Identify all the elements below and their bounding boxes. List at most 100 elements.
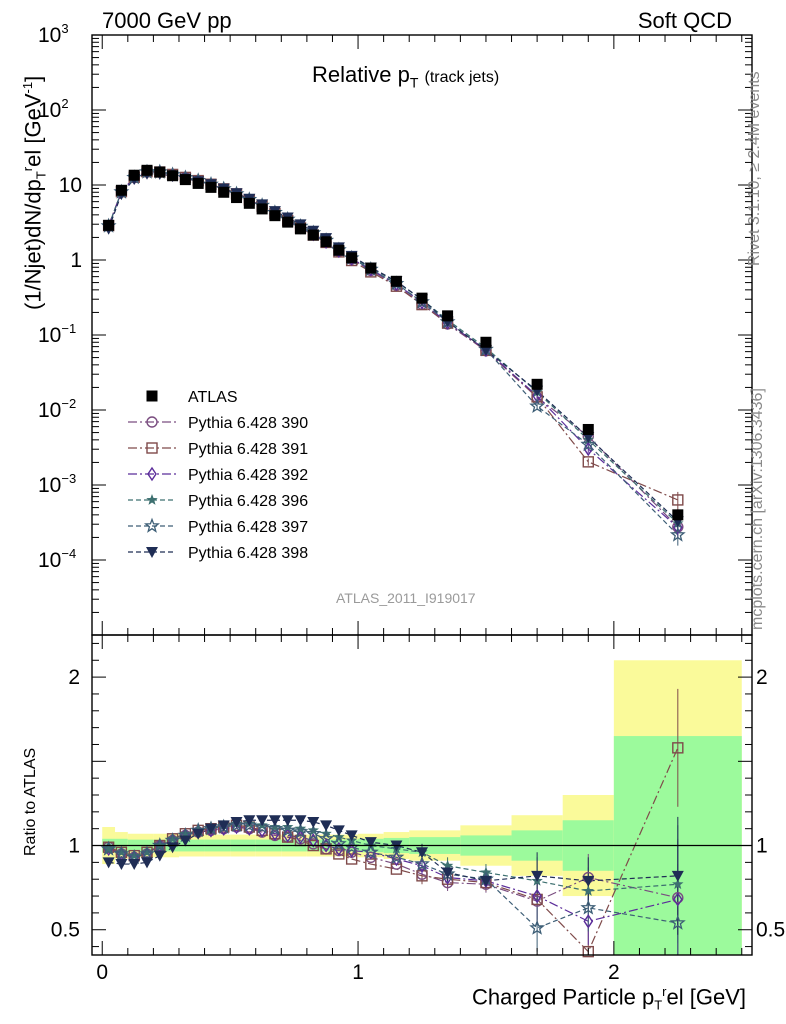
ratio-point-p396 <box>166 832 179 844</box>
main-point-data <box>282 216 294 228</box>
ratio-point-p397 <box>529 919 546 935</box>
x-label-tail: el [GeV] <box>666 984 746 1010</box>
main-ytick-exp: −1 <box>61 321 76 336</box>
x-label-sup: r <box>662 984 667 999</box>
legend-marker-p396 <box>146 494 158 505</box>
ratio-point-p391 <box>345 853 358 865</box>
legend-marker-p397 <box>144 517 160 533</box>
main-point-data <box>256 203 268 215</box>
ratio-point-p392 <box>672 892 683 907</box>
legend-marker-p398 <box>146 547 158 558</box>
main-point-data <box>179 174 191 186</box>
main-point-data <box>531 378 543 390</box>
main-point-data <box>416 292 428 304</box>
ratio-point-p396 <box>141 846 153 858</box>
ratio-point-p398 <box>217 820 230 832</box>
legend-label-p396: Pythia 6.428 396 <box>188 493 308 510</box>
main-point-data <box>128 169 140 181</box>
main-point-data <box>103 219 115 231</box>
ratio-line-p391 <box>108 747 679 953</box>
ratio-point-p396 <box>179 827 192 839</box>
main-point-data <box>269 210 281 222</box>
legend-label-p398: Pythia 6.428 398 <box>188 545 308 562</box>
main-ylabel-close: ] <box>20 75 46 82</box>
main-point-data <box>442 310 454 322</box>
ratio-point-p397 <box>580 899 597 915</box>
analysis-watermark: ATLAS_2011_I919017 <box>336 590 476 606</box>
legend-marker-data <box>146 390 158 402</box>
legend-label-p397: Pythia 6.428 397 <box>188 519 308 536</box>
rivet-note: Rivet 3.1.10, ≥ 2.4M events <box>746 71 763 266</box>
ratio-point-p398 <box>179 835 192 847</box>
ratio-point-p397 <box>414 855 430 871</box>
ratio-point-p391 <box>531 893 543 906</box>
main-ytick-label: 1 <box>70 249 82 272</box>
ratio-point-p398 <box>281 815 294 827</box>
ratio-point-p396 <box>269 821 281 832</box>
legend-label-p392: Pythia 6.428 392 <box>188 467 308 484</box>
main-title: Relative pT (track jets) <box>312 62 499 90</box>
ratio-ytick-label-right: 2 <box>756 666 768 689</box>
ratio-point-p392 <box>391 851 402 867</box>
main-point-data <box>672 509 684 521</box>
legend-label-p391: Pythia 6.428 391 <box>188 441 308 458</box>
legend-marker-p390 <box>146 416 158 428</box>
ratio-point-p397 <box>292 823 309 839</box>
ratio-point-p397 <box>241 816 258 833</box>
energy-label: 7000 GeV pp <box>102 8 232 33</box>
main-ylabel-tail: el [GeV <box>20 93 46 167</box>
x-label-sub: T <box>654 997 663 1013</box>
x-tick-label: 2 <box>608 961 620 984</box>
ratio-point-p397 <box>151 837 168 853</box>
ratio-ytick-label-left: 2 <box>68 666 80 689</box>
mcplots-note: mcplots.cern.ch [arXiv:1306.3436] <box>749 388 766 630</box>
ratio-point-p398 <box>294 815 307 827</box>
ratio-ytick-label-left: 0.5 <box>51 919 80 942</box>
ratio-point-p398 <box>256 815 269 827</box>
legend-marker-p392 <box>147 466 157 482</box>
ratio-uncertainty-bands <box>102 660 742 955</box>
ratio-point-p398 <box>115 859 128 871</box>
ratio-point-p397 <box>266 820 283 836</box>
main-title-text: Relative p <box>312 62 410 87</box>
ratio-point-p391 <box>333 848 345 860</box>
legend-label-p390: Pythia 6.428 390 <box>188 415 308 432</box>
ratio-point-p398 <box>204 823 217 835</box>
x-tick-label: 0 <box>96 961 108 984</box>
main-point-data <box>141 164 153 176</box>
main-point-p397 <box>669 526 686 542</box>
main-point-data <box>365 262 377 274</box>
main-point-data <box>390 275 402 287</box>
main-ytick-exp: −4 <box>61 546 76 561</box>
ratio-point-p398 <box>416 847 428 859</box>
main-point-data <box>192 177 204 189</box>
main-line-p398 <box>108 173 679 522</box>
ratio-point-p397 <box>279 822 296 838</box>
ratio-point-p398 <box>345 830 358 842</box>
main-point-data <box>294 223 306 235</box>
ratio-point-p398 <box>671 870 684 882</box>
main-ytick-label: 10−1 <box>38 321 76 347</box>
ratio-point-p396 <box>582 885 594 896</box>
x-axis-label: Charged Particle pTrel [GeV] <box>472 984 746 1013</box>
ratio-point-p397 <box>318 830 335 846</box>
process-label: Soft QCD <box>637 8 732 33</box>
ratio-ytick-label-left: 1 <box>68 835 80 858</box>
ratio-point-p390 <box>365 851 377 864</box>
main-ylabel-sub: T <box>33 171 49 180</box>
legend-label-data: ATLAS <box>188 389 238 406</box>
ratio-point-p398 <box>230 816 243 828</box>
ratio-point-p398 <box>320 820 333 832</box>
ratio-point-p398 <box>141 857 153 869</box>
main-point-p391 <box>672 494 684 506</box>
ratio-point-p396 <box>307 824 319 836</box>
ratio-point-p398 <box>192 828 205 840</box>
main-point-data <box>167 170 179 182</box>
main-point-data <box>115 184 127 196</box>
data-markers <box>100 163 686 958</box>
ratio-point-p396 <box>282 821 294 832</box>
main-point-p391 <box>582 456 594 468</box>
ratio-point-p398 <box>128 859 141 871</box>
ratio-line-p398 <box>108 819 678 882</box>
main-ylabel-tail-sup: -1 <box>20 81 35 94</box>
